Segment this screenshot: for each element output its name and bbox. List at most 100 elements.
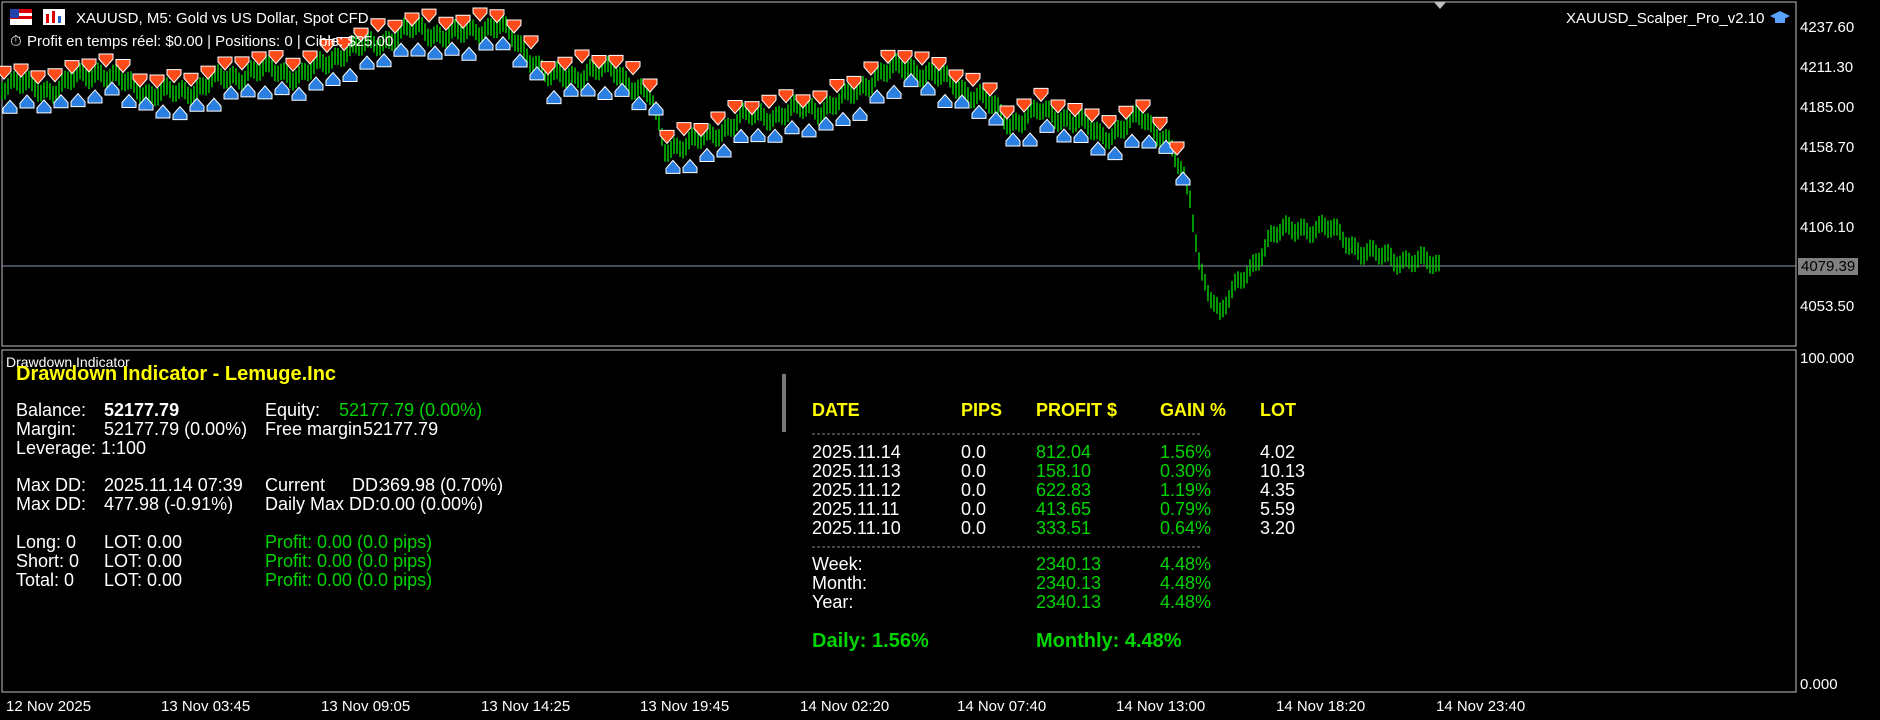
sell-arrow-icon (0, 65, 12, 80)
max-dd-value: 477.98 (-0.91%) (104, 494, 234, 514)
sell-arrow-icon (64, 60, 80, 75)
current-dd-label-2: DD: (352, 475, 383, 495)
max-dd-label-2: Max DD: (16, 494, 87, 514)
buy-arrow-icon (818, 116, 834, 131)
buy-arrow-icon (2, 99, 18, 114)
buy-arrow-icon (937, 93, 953, 108)
buy-arrow-icon (665, 159, 681, 174)
current-price-tag: 4079.39 (1798, 258, 1859, 275)
buy-arrow-icon (240, 83, 256, 98)
sell-arrow-icon (761, 94, 777, 109)
row-gain: 0.79% (1160, 499, 1212, 519)
sell-arrow-icon (455, 14, 471, 30)
balance-value: 52177.79 (104, 400, 180, 420)
sell-arrow-icon (183, 72, 199, 88)
col-header-gain: GAIN % (1160, 400, 1227, 420)
summary-week-profit: 2340.13 (1036, 554, 1102, 574)
buy-arrow-icon (801, 123, 817, 138)
scroll-marker-icon[interactable] (1434, 2, 1446, 9)
buy-arrow-icon (155, 104, 171, 119)
sell-arrow-icon (472, 7, 488, 22)
buy-arrow-icon (784, 119, 800, 135)
total-profit: Profit: 0.00 (0.0 pips) (265, 570, 433, 590)
sell-arrow-icon (1118, 105, 1134, 121)
buy-arrow-icon (257, 85, 273, 100)
sell-arrow-icon (438, 16, 454, 32)
sell-arrow-icon (778, 89, 794, 104)
sell-arrow-icon (200, 65, 216, 80)
row-gain: 0.64% (1160, 518, 1212, 538)
sell-arrow-icon (302, 50, 318, 65)
sell-arrow-icon (1152, 116, 1168, 132)
buy-arrow-icon (308, 76, 324, 91)
row-profit: 812.04 (1036, 442, 1092, 462)
row-pips: 0.0 (961, 518, 987, 538)
price-label: 4106.10 (1800, 219, 1855, 236)
sell-arrow-icon (982, 82, 998, 97)
leverage-label: Leverage: (16, 438, 97, 458)
margin-value: 52177.79 (0.00%) (104, 419, 248, 439)
total-label: Total: 0 (16, 570, 75, 590)
free-margin-value: 52177.79 (363, 419, 439, 439)
indicator-frame (1, 349, 1797, 693)
row-lot: 4.35 (1260, 480, 1296, 500)
buy-arrow-icon (172, 105, 188, 121)
sell-arrow-icon (574, 49, 590, 64)
sell-arrow-icon (676, 122, 692, 137)
summary-month-label: Month: (812, 573, 868, 593)
sell-arrow-icon (795, 94, 811, 109)
buy-arrow-icon (274, 80, 290, 96)
buy-arrow-icon (206, 97, 222, 112)
daily-gain: Daily: 1.56% (812, 630, 929, 652)
buy-arrow-icon (835, 111, 851, 126)
sell-arrow-icon (931, 57, 947, 72)
price-label: 4185.00 (1800, 99, 1855, 116)
ea-name[interactable]: XAUUSD_Scalper_Pro_v2.10 (1566, 10, 1765, 27)
sell-arrow-icon (727, 100, 743, 115)
buy-arrow-icon (189, 97, 205, 112)
indicator-axis-bottom: 0.000 (1800, 676, 1838, 693)
summary-month-gain: 4.48% (1160, 573, 1212, 593)
buy-arrow-icon (1022, 132, 1038, 147)
trade-arrows-group (0, 7, 1191, 186)
sell-arrow-icon (846, 75, 862, 91)
buy-arrow-icon (597, 85, 613, 100)
sell-arrow-icon (81, 58, 97, 73)
sell-arrow-icon (404, 12, 420, 27)
row-pips: 0.0 (961, 442, 987, 462)
row-pips: 0.0 (961, 480, 987, 500)
buy-arrow-icon (954, 94, 970, 109)
row-profit: 158.10 (1036, 461, 1092, 481)
sell-arrow-icon (217, 56, 233, 71)
buy-arrow-icon (767, 128, 783, 143)
row-pips: 0.0 (961, 461, 987, 481)
sell-arrow-icon (13, 63, 29, 78)
row-gain: 0.30% (1160, 461, 1212, 481)
sell-arrow-icon (999, 105, 1015, 120)
margin-label: Margin: (16, 419, 77, 439)
buy-arrow-icon (478, 36, 494, 51)
buy-arrow-icon (988, 111, 1004, 126)
row-profit: 622.83 (1036, 480, 1092, 500)
buy-arrow-icon (852, 106, 868, 121)
long-label: Long: 0 (16, 532, 77, 552)
summary-week-label: Week: (812, 554, 863, 574)
graduation-cap-icon[interactable] (1770, 9, 1790, 27)
row-lot: 4.02 (1260, 442, 1296, 462)
sell-arrow-icon (506, 19, 522, 34)
long-lot: LOT: 0.00 (104, 532, 183, 552)
buy-arrow-icon (750, 127, 766, 143)
buy-arrow-icon (869, 89, 885, 104)
sell-arrow-icon (370, 18, 386, 33)
row-date: 2025.11.12 (812, 480, 901, 500)
sell-arrow-icon (744, 101, 760, 116)
row-date: 2025.11.14 (812, 442, 901, 462)
sell-arrow-icon (268, 50, 284, 65)
sell-arrow-icon (421, 8, 437, 23)
sell-arrow-icon (557, 56, 573, 72)
row-date: 2025.11.10 (812, 518, 901, 538)
row-profit: 413.65 (1036, 499, 1092, 519)
panel-divider[interactable] (782, 374, 786, 432)
